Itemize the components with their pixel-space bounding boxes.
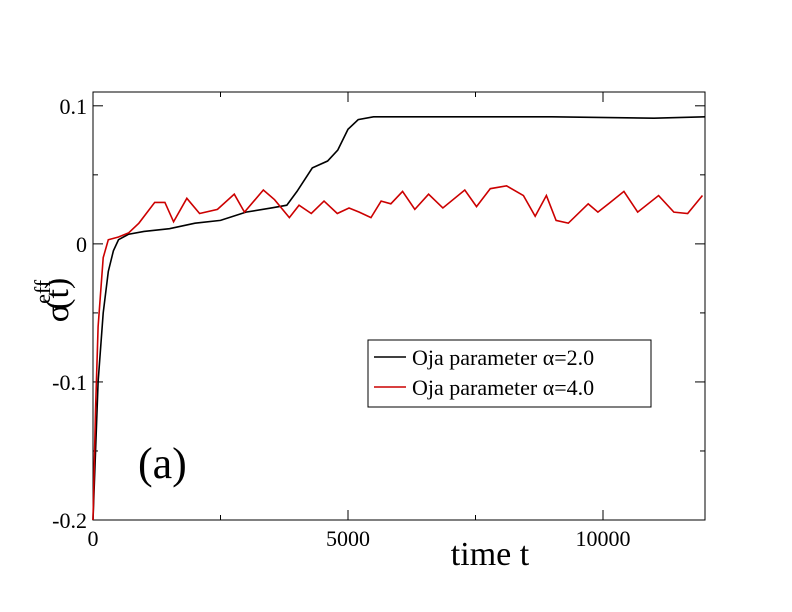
legend-label: Oja parameter α=4.0 [412, 375, 594, 400]
y-axis-label: σeff(t) [30, 278, 76, 322]
y-tick-label: 0 [76, 232, 87, 257]
x-tick-label: 10000 [576, 526, 631, 551]
data-line [92, 185, 704, 521]
y-tick-label: -0.2 [52, 508, 87, 533]
y-label-symbol: σ [39, 304, 76, 322]
panel-label: (a) [138, 439, 187, 488]
y-label-superscript: eff [30, 279, 55, 304]
plot-frame [92, 91, 706, 521]
x-tick-label: 5000 [326, 526, 370, 551]
x-axis-label: time t [451, 536, 530, 573]
legend-box [367, 339, 652, 408]
legend-label: Oja parameter α=2.0 [412, 345, 594, 370]
y-label-suffix: (t) [39, 278, 76, 310]
data-line [92, 116, 706, 521]
y-tick-label: 0.1 [60, 94, 88, 119]
x-tick-label: 0 [88, 526, 99, 551]
y-tick-label: -0.1 [52, 370, 87, 395]
